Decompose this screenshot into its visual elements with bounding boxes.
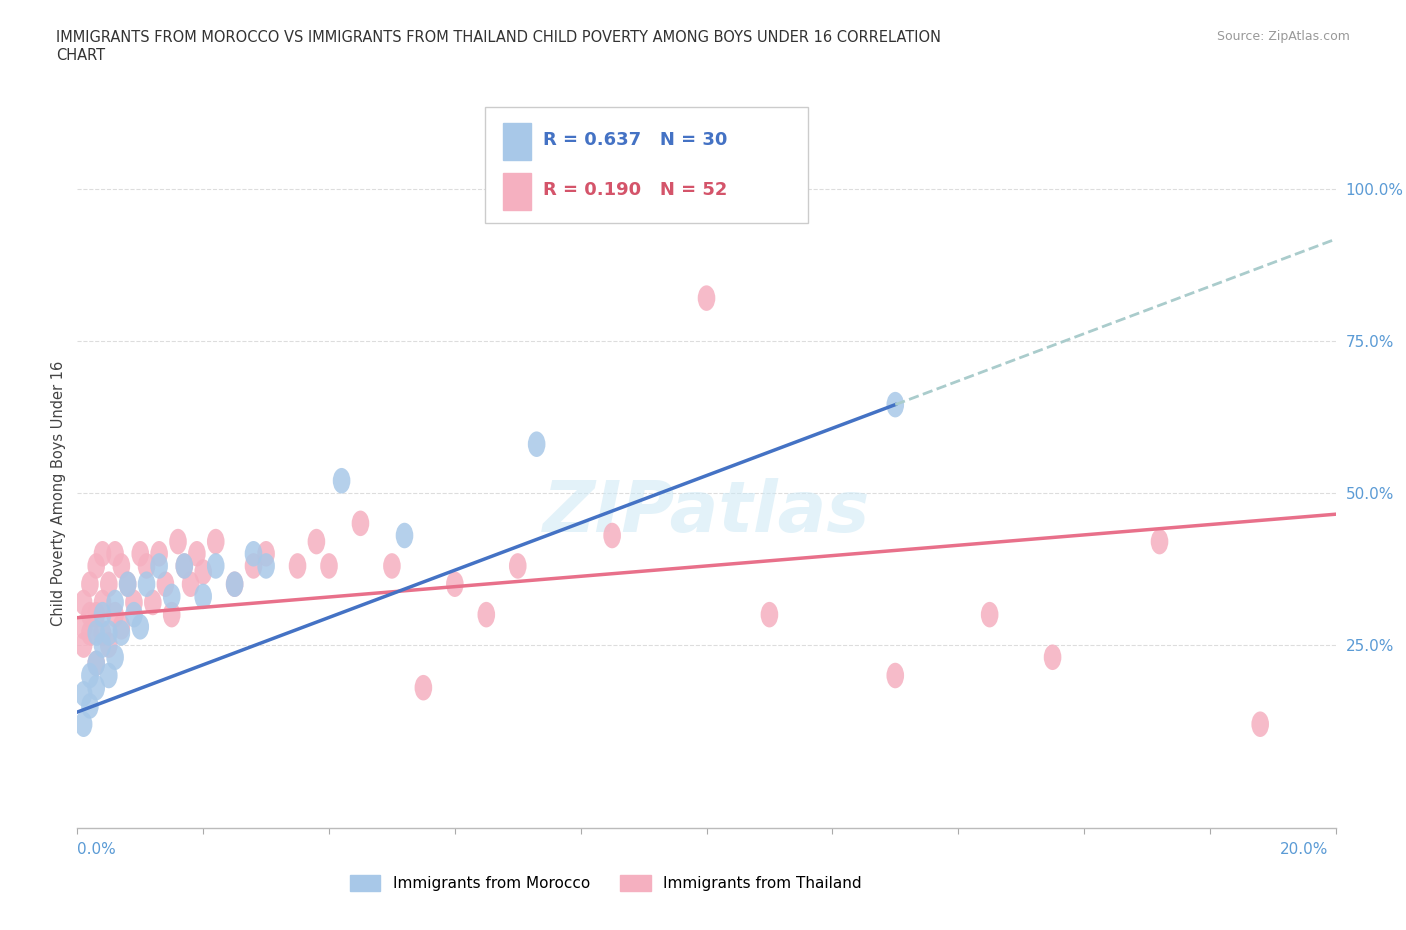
- Ellipse shape: [94, 541, 111, 566]
- Ellipse shape: [120, 571, 136, 597]
- Ellipse shape: [138, 553, 155, 578]
- Text: 0.0%: 0.0%: [77, 842, 117, 857]
- Ellipse shape: [150, 553, 167, 578]
- Text: IMMIGRANTS FROM MOROCCO VS IMMIGRANTS FROM THAILAND CHILD POVERTY AMONG BOYS UND: IMMIGRANTS FROM MOROCCO VS IMMIGRANTS FR…: [56, 30, 941, 45]
- Ellipse shape: [107, 590, 124, 616]
- Ellipse shape: [143, 590, 162, 616]
- Ellipse shape: [100, 663, 118, 688]
- Ellipse shape: [194, 584, 212, 609]
- Ellipse shape: [75, 711, 93, 737]
- Ellipse shape: [446, 571, 464, 597]
- Ellipse shape: [176, 553, 193, 578]
- Ellipse shape: [112, 553, 131, 578]
- Ellipse shape: [100, 620, 118, 645]
- Ellipse shape: [382, 553, 401, 578]
- Ellipse shape: [181, 571, 200, 597]
- Ellipse shape: [194, 559, 212, 585]
- Ellipse shape: [150, 541, 167, 566]
- Ellipse shape: [94, 620, 111, 645]
- Ellipse shape: [176, 553, 193, 578]
- Ellipse shape: [100, 632, 118, 658]
- Ellipse shape: [207, 553, 225, 578]
- Ellipse shape: [308, 529, 325, 554]
- Ellipse shape: [761, 602, 779, 628]
- Ellipse shape: [188, 541, 205, 566]
- Ellipse shape: [156, 571, 174, 597]
- Ellipse shape: [163, 584, 180, 609]
- Ellipse shape: [107, 602, 124, 628]
- Ellipse shape: [125, 602, 143, 628]
- Ellipse shape: [321, 553, 337, 578]
- Ellipse shape: [82, 620, 98, 645]
- Ellipse shape: [112, 620, 131, 645]
- Ellipse shape: [75, 614, 93, 640]
- Text: R = 0.190   N = 52: R = 0.190 N = 52: [543, 180, 727, 199]
- Ellipse shape: [603, 523, 621, 549]
- Ellipse shape: [257, 541, 276, 566]
- Ellipse shape: [395, 523, 413, 549]
- Ellipse shape: [207, 529, 225, 554]
- Ellipse shape: [82, 571, 98, 597]
- Ellipse shape: [886, 663, 904, 688]
- Ellipse shape: [75, 590, 93, 616]
- Y-axis label: Child Poverty Among Boys Under 16: Child Poverty Among Boys Under 16: [51, 360, 66, 626]
- Text: 20.0%: 20.0%: [1281, 842, 1329, 857]
- Ellipse shape: [87, 651, 105, 676]
- Ellipse shape: [333, 468, 350, 494]
- Ellipse shape: [415, 675, 432, 700]
- Ellipse shape: [100, 571, 118, 597]
- Text: ZIPatlas: ZIPatlas: [543, 479, 870, 548]
- Ellipse shape: [82, 693, 98, 719]
- Ellipse shape: [87, 620, 105, 645]
- Ellipse shape: [87, 602, 105, 628]
- Ellipse shape: [94, 590, 111, 616]
- Ellipse shape: [981, 602, 998, 628]
- Ellipse shape: [1251, 711, 1270, 737]
- Ellipse shape: [1150, 529, 1168, 554]
- Ellipse shape: [509, 553, 527, 578]
- Ellipse shape: [226, 571, 243, 597]
- Ellipse shape: [478, 602, 495, 628]
- Ellipse shape: [107, 541, 124, 566]
- Text: R = 0.637   N = 30: R = 0.637 N = 30: [543, 131, 727, 150]
- Ellipse shape: [112, 614, 131, 640]
- Ellipse shape: [1043, 644, 1062, 670]
- Ellipse shape: [352, 511, 370, 536]
- Ellipse shape: [107, 644, 124, 670]
- Ellipse shape: [75, 632, 93, 658]
- Ellipse shape: [94, 602, 111, 628]
- Ellipse shape: [82, 663, 98, 688]
- Ellipse shape: [288, 553, 307, 578]
- Ellipse shape: [138, 571, 155, 597]
- Ellipse shape: [163, 602, 180, 628]
- Ellipse shape: [169, 529, 187, 554]
- Text: Source: ZipAtlas.com: Source: ZipAtlas.com: [1216, 30, 1350, 43]
- Ellipse shape: [94, 632, 111, 658]
- Ellipse shape: [245, 541, 263, 566]
- Ellipse shape: [82, 602, 98, 628]
- Ellipse shape: [120, 571, 136, 597]
- Ellipse shape: [131, 541, 149, 566]
- Text: CHART: CHART: [56, 48, 105, 63]
- Ellipse shape: [131, 614, 149, 640]
- Ellipse shape: [886, 392, 904, 418]
- Legend: Immigrants from Morocco, Immigrants from Thailand: Immigrants from Morocco, Immigrants from…: [343, 869, 868, 897]
- Ellipse shape: [697, 286, 716, 311]
- Ellipse shape: [226, 571, 243, 597]
- Ellipse shape: [527, 432, 546, 457]
- Ellipse shape: [125, 590, 143, 616]
- Ellipse shape: [87, 553, 105, 578]
- Ellipse shape: [257, 553, 276, 578]
- Ellipse shape: [245, 553, 263, 578]
- Ellipse shape: [75, 681, 93, 707]
- Ellipse shape: [87, 675, 105, 700]
- Ellipse shape: [87, 651, 105, 676]
